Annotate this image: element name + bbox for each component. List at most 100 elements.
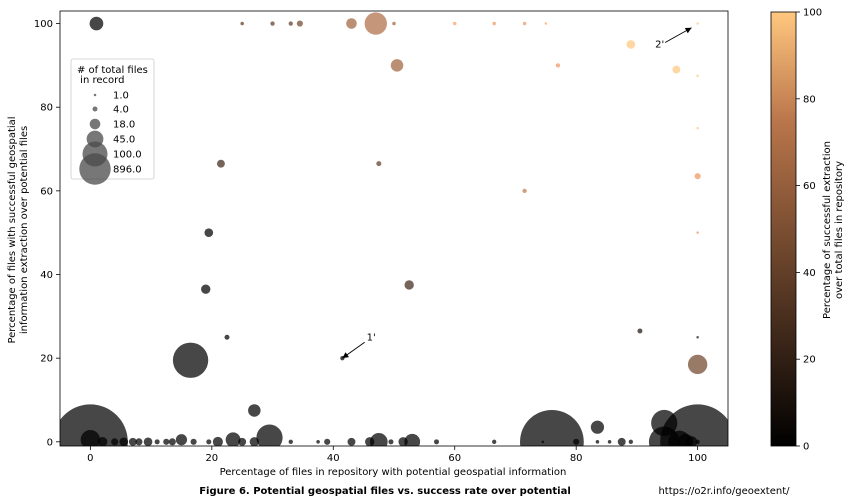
annotation-arrowhead bbox=[684, 27, 692, 34]
legend-marker bbox=[93, 93, 97, 97]
legend-entry-label: 1.0 bbox=[113, 91, 129, 102]
source-url: https://o2r.info/geoextent/ bbox=[658, 486, 790, 497]
data-point bbox=[607, 440, 612, 444]
legend-entry-label: 45.0 bbox=[113, 135, 135, 146]
data-point bbox=[206, 439, 212, 445]
data-point bbox=[324, 438, 331, 445]
annotation-label: 2' bbox=[655, 39, 664, 50]
data-point bbox=[168, 438, 176, 446]
colorbar-tick-label: 0 bbox=[803, 442, 809, 453]
data-point bbox=[696, 231, 699, 234]
data-point bbox=[172, 342, 209, 378]
y-axis-label-line-2: information extraction over potential fi… bbox=[19, 126, 30, 334]
x-tick-label: 60 bbox=[448, 453, 461, 464]
data-point bbox=[369, 432, 388, 446]
data-point bbox=[216, 159, 225, 168]
data-point bbox=[555, 63, 561, 68]
y-tick-label: 60 bbox=[40, 186, 53, 197]
data-point bbox=[249, 437, 260, 446]
legend-entry-label: 18.0 bbox=[113, 120, 135, 131]
y-tick-label: 40 bbox=[40, 270, 53, 281]
data-point bbox=[154, 439, 160, 445]
y-tick-label: 80 bbox=[40, 103, 53, 114]
data-point bbox=[522, 188, 527, 194]
data-point bbox=[60, 404, 128, 446]
x-tick-label: 100 bbox=[688, 453, 707, 464]
data-point bbox=[434, 439, 440, 445]
data-point bbox=[696, 74, 699, 78]
data-point bbox=[687, 354, 708, 375]
data-point bbox=[595, 440, 600, 444]
plot-frame bbox=[59, 10, 729, 447]
data-point bbox=[97, 436, 108, 446]
data-point bbox=[224, 334, 230, 340]
legend-marker bbox=[89, 118, 101, 130]
data-point bbox=[695, 439, 700, 444]
data-point bbox=[390, 59, 404, 72]
x-tick-label: 0 bbox=[87, 453, 93, 464]
data-point bbox=[119, 437, 129, 446]
data-point bbox=[204, 228, 214, 238]
data-point bbox=[398, 437, 408, 446]
data-point bbox=[346, 18, 357, 29]
data-point bbox=[522, 21, 527, 26]
data-point bbox=[617, 437, 626, 446]
legend-entry-label: 100.0 bbox=[113, 150, 142, 161]
legend-entries: 1.0 4.0 18.0 45.0 100.0 896.0 bbox=[79, 91, 142, 185]
legend-entry-label: 4.0 bbox=[113, 105, 129, 116]
legend-title-line-1: # of total files bbox=[77, 65, 148, 76]
data-point bbox=[404, 433, 421, 446]
colorbar-tick-label: 80 bbox=[803, 94, 816, 105]
annotation-arrowhead bbox=[342, 352, 350, 359]
data-point bbox=[201, 284, 211, 294]
data-point bbox=[672, 65, 681, 74]
data-point bbox=[225, 432, 241, 446]
data-point bbox=[270, 21, 275, 26]
x-axis-label: Percentage of files in repository with p… bbox=[220, 467, 567, 478]
data-point bbox=[128, 437, 137, 446]
data-point bbox=[256, 424, 283, 446]
y-tick-label: 100 bbox=[34, 19, 53, 30]
y-axis-label-line-1: Percentage of files with successful geos… bbox=[7, 116, 18, 343]
data-point bbox=[685, 436, 698, 446]
colorbar-tick-label: 100 bbox=[803, 8, 822, 19]
data-point bbox=[248, 404, 261, 417]
data-point bbox=[628, 439, 634, 444]
plot-area bbox=[60, 11, 728, 446]
data-point bbox=[376, 161, 382, 167]
colorbar bbox=[770, 11, 797, 447]
data-point bbox=[365, 437, 375, 446]
data-point bbox=[238, 437, 247, 446]
x-tick-label: 80 bbox=[570, 453, 583, 464]
data-point bbox=[80, 430, 101, 446]
legend-marker bbox=[92, 106, 98, 112]
colorbar-tick-label: 40 bbox=[803, 268, 816, 279]
legend-title-line-2: in record bbox=[77, 75, 124, 86]
y-ticks: 0 20 40 60 80 100 bbox=[34, 19, 60, 448]
data-point bbox=[573, 438, 580, 445]
colorbar-label-line-1: Percentage of successful extraction bbox=[822, 141, 833, 319]
data-point bbox=[541, 440, 545, 444]
data-point bbox=[492, 21, 496, 26]
data-point bbox=[696, 126, 699, 130]
data-point bbox=[637, 328, 643, 334]
x-tick-label: 20 bbox=[205, 453, 218, 464]
data-point bbox=[111, 438, 119, 446]
data-point bbox=[288, 21, 293, 26]
x-tick-label: 40 bbox=[327, 453, 340, 464]
data-point bbox=[388, 439, 394, 445]
data-point bbox=[544, 22, 548, 25]
data-point bbox=[651, 409, 678, 437]
data-point bbox=[696, 22, 699, 25]
data-point bbox=[288, 439, 293, 444]
data-point bbox=[364, 12, 387, 35]
data-point bbox=[694, 173, 701, 180]
colorbar-label-line-2: over total files in repository bbox=[834, 161, 845, 299]
data-point bbox=[175, 434, 188, 446]
data-point bbox=[392, 21, 396, 26]
data-point bbox=[626, 40, 636, 49]
data-points bbox=[60, 12, 728, 446]
data-point bbox=[696, 336, 699, 339]
annotations: 1' 2' bbox=[342, 27, 692, 359]
data-point bbox=[404, 280, 414, 290]
